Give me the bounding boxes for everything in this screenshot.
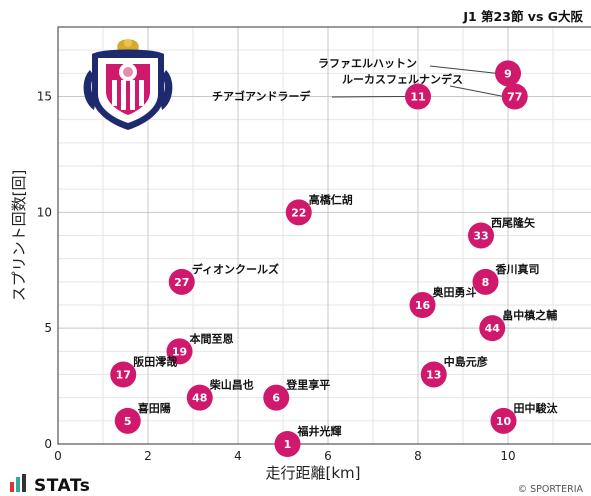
player-name-label: チアゴアンドラーデ xyxy=(212,89,312,103)
player-name-label: 高橋仁胡 xyxy=(309,192,353,206)
player-number-label: 8 xyxy=(482,276,490,289)
player-name-label: 登里享平 xyxy=(285,378,330,392)
player-marker xyxy=(479,315,506,342)
player-name-label: 本間至恩 xyxy=(190,331,234,345)
y-tick-label: 10 xyxy=(37,205,52,219)
player-name-label: 柴山昌也 xyxy=(209,378,254,392)
x-tick-label: 4 xyxy=(234,449,242,463)
player-marker xyxy=(168,268,195,295)
player-number-label: 17 xyxy=(116,369,131,382)
player-name-label: 西尾隆矢 xyxy=(491,216,536,230)
brand-name: STATs xyxy=(34,476,90,496)
leader-line xyxy=(449,85,504,97)
data-points: 9 ラファエルハットン 77 ルーカスフェルナンデス 11 チアゴアンドラーデ 22高橋仁胡… xyxy=(110,57,558,457)
player-marker xyxy=(495,60,521,87)
player-marker xyxy=(472,268,499,295)
grid: 024681012051015走行距離[km]スプリント回数[回] xyxy=(10,26,591,482)
player-number-label: 1 xyxy=(284,438,292,451)
x-tick-label: 8 xyxy=(414,449,422,463)
player-name-label: 福井光輝 xyxy=(297,424,342,438)
x-tick-label: 6 xyxy=(324,449,332,463)
x-tick-label: 2 xyxy=(144,449,152,463)
player-number-label: 27 xyxy=(174,276,189,289)
x-tick-label: 10 xyxy=(500,449,515,463)
player-name-label: ラファエルハットン xyxy=(318,57,417,70)
player-number-label: 48 xyxy=(192,392,207,405)
player-number-label: 5 xyxy=(124,415,132,428)
player-number-label: 77 xyxy=(507,91,522,104)
player-point-5: 5 喜田陽 xyxy=(114,401,171,434)
player-marker xyxy=(285,199,312,226)
player-point-1: 1 福井光輝 xyxy=(274,424,342,457)
player-number-label: 16 xyxy=(415,299,431,312)
player-number-label: 13 xyxy=(426,369,441,382)
player-name-label: 阪田澪哉 xyxy=(133,355,177,369)
player-name-label: 畠中槙之輔 xyxy=(502,308,557,322)
player-marker xyxy=(409,292,436,318)
player-marker xyxy=(490,407,517,434)
player-number-label: 9 xyxy=(504,67,512,80)
y-tick-label: 5 xyxy=(44,321,52,335)
player-name-label: 喜田陽 xyxy=(138,401,171,415)
club-emblem-icon xyxy=(83,39,173,130)
leader-line xyxy=(331,96,408,98)
player-marker xyxy=(186,384,213,411)
player-marker xyxy=(263,384,290,411)
stats-logo-icon xyxy=(10,474,26,492)
player-marker xyxy=(405,83,431,110)
player-number-label: 22 xyxy=(291,206,306,219)
player-name-label: ルーカスフェルナンデス xyxy=(342,72,463,86)
x-axis-title: 走行距離[km] xyxy=(265,464,360,482)
player-number-label: 11 xyxy=(410,91,425,104)
player-point-11: 11 チアゴアンドラーデ xyxy=(212,83,431,110)
player-marker xyxy=(468,222,494,249)
player-marker xyxy=(274,431,301,457)
player-marker xyxy=(166,338,193,365)
player-name-label: 奥田勇斗 xyxy=(432,285,477,299)
player-number-label: 19 xyxy=(172,345,187,358)
y-axis-title: スプリント回数[回] xyxy=(10,170,28,302)
credit: © SPORTERIA xyxy=(518,484,584,495)
player-number-label: 6 xyxy=(272,392,280,405)
player-point-8: 8 香川真司 xyxy=(472,262,540,295)
player-name-label: ディオンクールズ xyxy=(192,262,279,276)
player-number-label: 10 xyxy=(496,415,512,428)
player-number-label: 33 xyxy=(473,230,488,243)
player-marker xyxy=(420,361,447,388)
leader-line xyxy=(429,65,498,74)
player-marker xyxy=(114,407,141,434)
plot-frame xyxy=(57,26,591,445)
player-name-label: 田中駿汰 xyxy=(514,401,559,415)
player-point-9: 9 ラファエルハットン xyxy=(318,57,521,87)
player-number-label: 44 xyxy=(485,322,501,335)
x-tick-label: 0 xyxy=(54,449,62,463)
y-tick-label: 0 xyxy=(44,437,52,451)
player-point-6: 6 登里享平 xyxy=(263,378,330,411)
player-marker xyxy=(501,83,528,110)
player-name-label: 中島元彦 xyxy=(444,355,488,369)
player-point-77: 77 ルーカスフェルナンデス xyxy=(342,72,528,110)
header-title: J1 第23節 vs G大阪 xyxy=(462,9,583,24)
y-tick-label: 15 xyxy=(37,90,52,104)
player-name-label: 香川真司 xyxy=(495,262,540,276)
player-marker xyxy=(110,361,137,388)
